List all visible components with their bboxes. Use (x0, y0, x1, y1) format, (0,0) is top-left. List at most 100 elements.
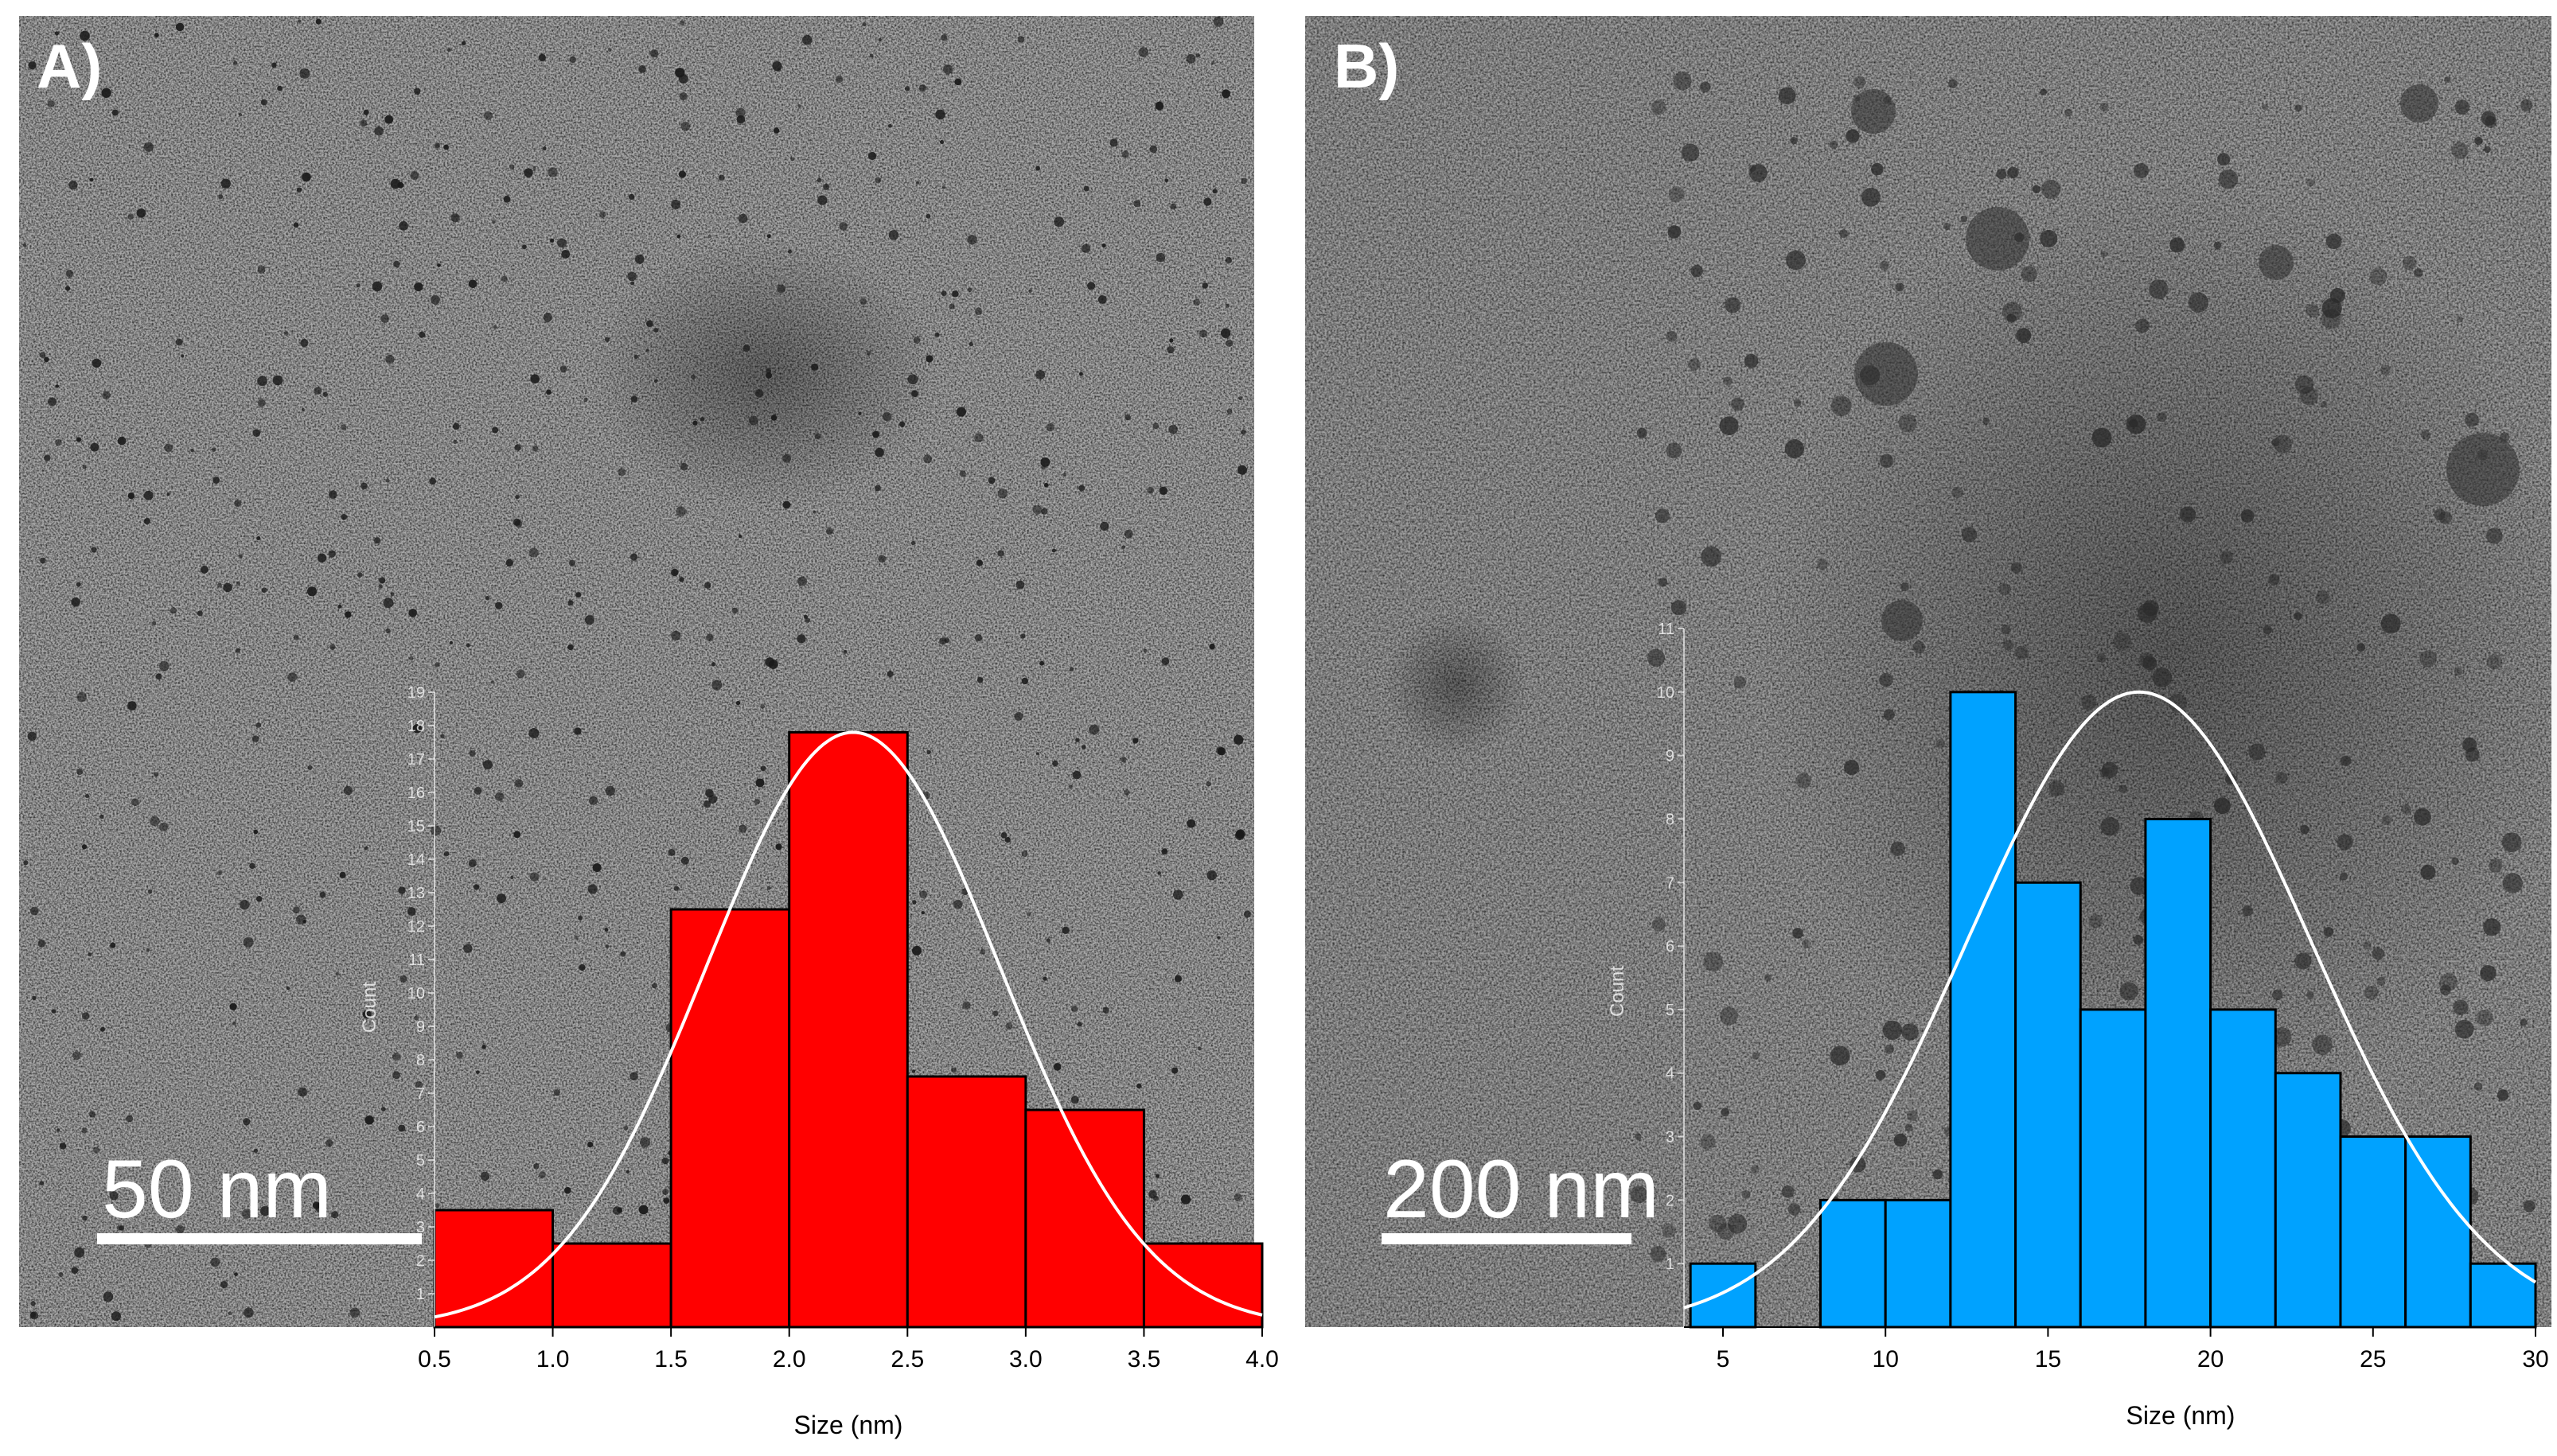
nanoparticle (1725, 297, 1741, 313)
nanoparticle (468, 279, 477, 289)
nanoparticle (2262, 103, 2269, 111)
nanoparticle (911, 390, 918, 398)
nanoparticle (1089, 724, 1100, 735)
nanoparticle (1149, 145, 1158, 154)
nanoparticle (384, 115, 394, 124)
nanoparticle (1650, 1246, 1666, 1262)
nanoparticle (1700, 81, 1711, 92)
nanoparticle (1898, 414, 1917, 433)
nanoparticle (1226, 339, 1234, 347)
nanoparticle (587, 884, 598, 894)
nanoparticle (1752, 1052, 1760, 1060)
nanoparticle (866, 351, 871, 356)
nanoparticle (959, 470, 966, 477)
nanoparticle (380, 1107, 386, 1111)
nanoparticle (501, 275, 508, 282)
nanoparticle (2486, 654, 2502, 670)
nanoparticle (703, 800, 711, 808)
x-axis-title-a: Size (nm) (794, 1411, 903, 1439)
nanoparticle (461, 41, 466, 46)
nanoparticle (1035, 370, 1046, 380)
nanoparticle (1895, 282, 1904, 292)
nanoparticle (2133, 163, 2149, 179)
nanoparticle (2456, 316, 2463, 323)
nanoparticle (2520, 1018, 2528, 1026)
nanoparticle (1658, 578, 1668, 587)
nanoparticle (143, 142, 154, 152)
nanoparticle (257, 266, 266, 274)
nanoparticle (410, 171, 419, 181)
nanoparticle (2113, 632, 2132, 651)
nanoparticle (335, 971, 340, 976)
nanoparticle (322, 391, 329, 398)
nanoparticle (935, 109, 945, 120)
nanoparticle (1792, 928, 1803, 939)
histogram-bar-b-3 (1819, 1198, 1887, 1329)
nanoparticle (2180, 506, 2196, 523)
histogram-bar-b-13 (2469, 1262, 2537, 1329)
histogram-bar-b-8 (2144, 817, 2212, 1329)
nanoparticle (888, 230, 899, 240)
nanoparticle (1636, 427, 1647, 438)
nanoparticle (1667, 225, 1682, 239)
nanoparticle (1124, 529, 1133, 539)
nanoparticle (1225, 256, 1232, 264)
y-tick-label: 1 (1666, 1256, 1674, 1273)
nanoparticle (2217, 153, 2231, 166)
nanoparticle (453, 439, 458, 445)
nanoparticle (630, 395, 638, 403)
nanoparticle (797, 634, 806, 644)
nanoparticle (912, 945, 922, 956)
nanoparticle (528, 728, 540, 738)
nanoparticle (233, 60, 238, 65)
nanoparticle (2100, 816, 2120, 836)
nanoparticle (1982, 418, 1990, 425)
histogram-bar-a-3 (669, 908, 791, 1329)
nanoparticle (1733, 676, 1746, 689)
nanoparticle (592, 863, 602, 872)
nanoparticle (1802, 939, 1811, 949)
nanoparticle (2271, 438, 2280, 447)
nanoparticle (328, 550, 336, 558)
y-tick-label: 19 (407, 684, 425, 702)
nanoparticle (150, 816, 160, 827)
nanoparticle (1209, 643, 1215, 650)
nanoparticle (843, 649, 848, 654)
nanoparticle (414, 88, 421, 95)
nanoparticle (1935, 739, 1945, 748)
nanoparticle (782, 454, 792, 463)
nanoparticle (915, 181, 920, 185)
nanoparticle (542, 146, 547, 151)
nanoparticle (92, 1147, 99, 1154)
nanoparticle (218, 194, 224, 200)
nanoparticle (286, 986, 290, 991)
nanoparticle (1723, 376, 1733, 386)
nanoparticle (2275, 772, 2288, 784)
nanoparticle (1720, 1006, 1738, 1026)
histogram-bar-a-2 (552, 1242, 672, 1329)
nanoparticle (997, 489, 1008, 499)
nanoparticle (2213, 241, 2222, 249)
nanoparticle (399, 221, 408, 231)
nanoparticle (2007, 166, 2019, 179)
nanoparticle (976, 559, 983, 566)
nanoparticle (474, 787, 482, 795)
nanoparticle (216, 870, 222, 876)
nanoparticle (1844, 760, 1860, 776)
nanoparticle (1217, 747, 1226, 756)
nanoparticle (630, 553, 638, 561)
nanoparticle (522, 244, 527, 250)
y-tick-label: 8 (416, 1052, 425, 1069)
nanoparticle (1072, 770, 1082, 780)
nanoparticle (490, 680, 494, 684)
y-axis-title-a: Count (359, 982, 380, 1033)
nanoparticle (154, 772, 159, 777)
nanoparticle (1028, 289, 1032, 294)
nanoparticle (64, 286, 71, 291)
nanoparticle (89, 1111, 95, 1118)
nanoparticle (47, 100, 55, 107)
y-tick-label: 2 (416, 1252, 425, 1270)
nanoparticle (40, 557, 46, 564)
nanoparticle (676, 506, 686, 516)
